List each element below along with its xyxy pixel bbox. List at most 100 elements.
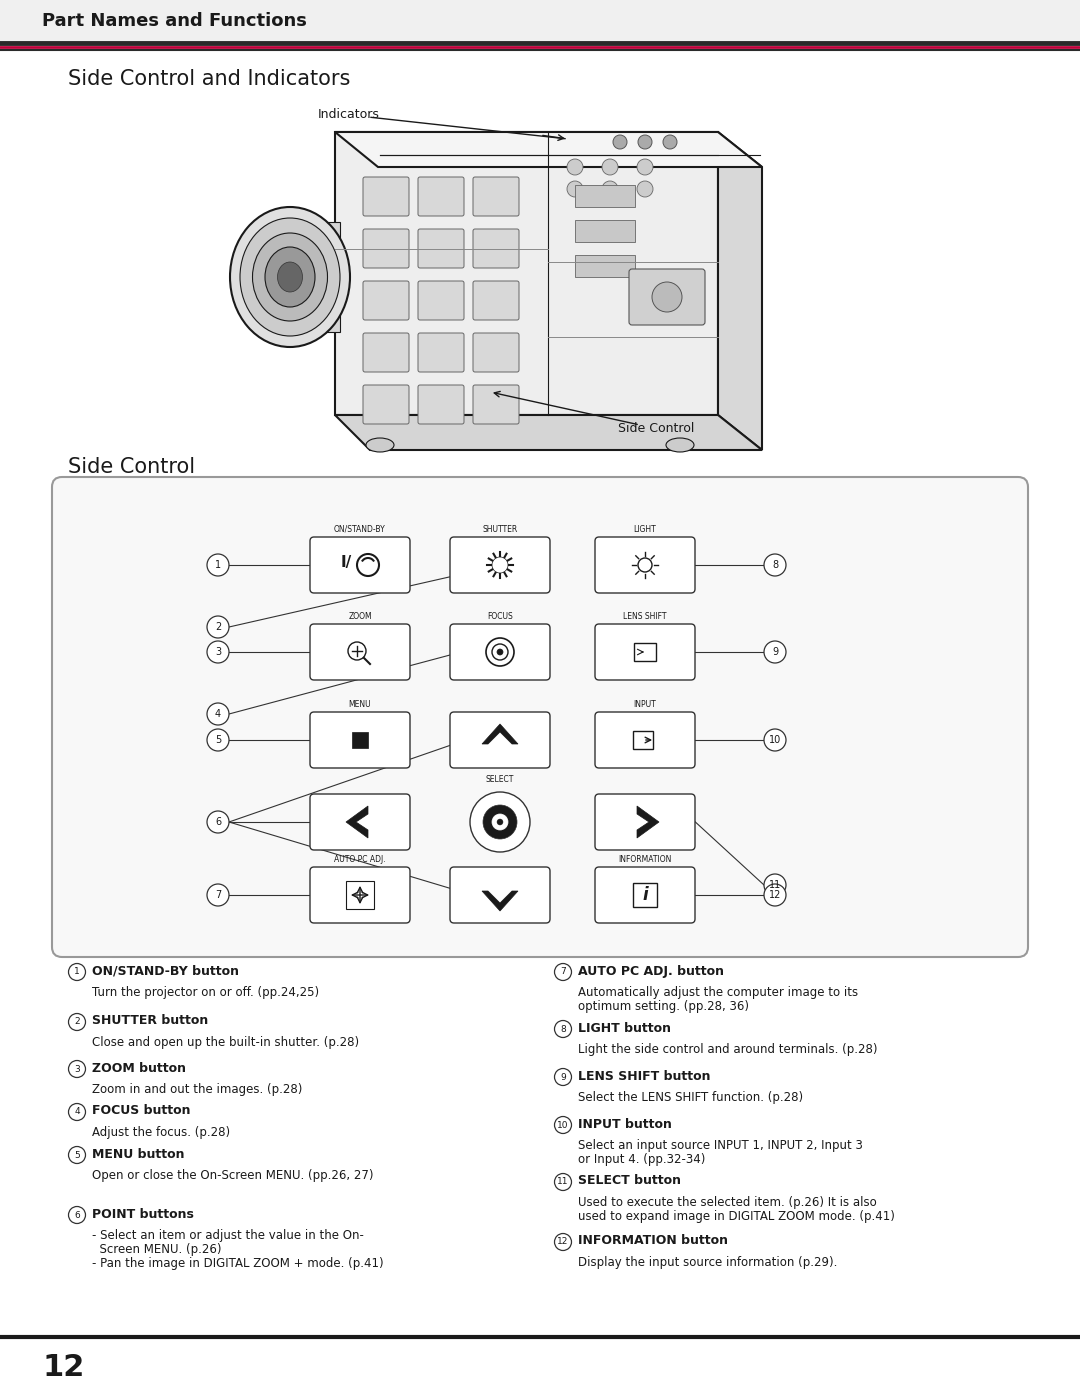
- Circle shape: [486, 638, 514, 666]
- Text: 7: 7: [215, 890, 221, 900]
- Circle shape: [554, 1234, 571, 1250]
- Ellipse shape: [253, 233, 327, 321]
- Polygon shape: [346, 806, 368, 838]
- Polygon shape: [718, 131, 762, 450]
- Text: Screen MENU. (p.26): Screen MENU. (p.26): [92, 1243, 221, 1256]
- Circle shape: [207, 703, 229, 725]
- Polygon shape: [335, 131, 762, 168]
- Ellipse shape: [278, 263, 302, 292]
- Circle shape: [68, 1104, 85, 1120]
- Text: used to expand image in DIGITAL ZOOM mode. (p.41): used to expand image in DIGITAL ZOOM mod…: [578, 1210, 895, 1222]
- Text: Close and open up the built-in shutter. (p.28): Close and open up the built-in shutter. …: [92, 1037, 360, 1049]
- Ellipse shape: [240, 218, 340, 337]
- Text: AUTO PC ADJ.: AUTO PC ADJ.: [334, 855, 386, 863]
- Bar: [634, 643, 656, 661]
- FancyBboxPatch shape: [629, 270, 705, 326]
- Circle shape: [207, 884, 229, 907]
- Circle shape: [764, 641, 786, 664]
- Text: 1: 1: [215, 560, 221, 570]
- Bar: [285, 222, 340, 332]
- Text: i: i: [643, 886, 648, 904]
- Text: SHUTTER: SHUTTER: [483, 525, 517, 534]
- Circle shape: [492, 814, 508, 830]
- Text: 6: 6: [75, 1210, 80, 1220]
- Text: Adjust the focus. (p.28): Adjust the focus. (p.28): [92, 1126, 230, 1139]
- Ellipse shape: [265, 247, 315, 307]
- Text: Open or close the On-Screen MENU. (pp.26, 27): Open or close the On-Screen MENU. (pp.26…: [92, 1169, 374, 1182]
- Text: INFORMATION button: INFORMATION button: [578, 1235, 728, 1248]
- Circle shape: [554, 964, 571, 981]
- Ellipse shape: [366, 439, 394, 453]
- FancyBboxPatch shape: [418, 386, 464, 425]
- FancyBboxPatch shape: [473, 281, 519, 320]
- Circle shape: [554, 1173, 571, 1190]
- Bar: [575, 256, 635, 277]
- Text: 4: 4: [215, 710, 221, 719]
- Text: LIGHT button: LIGHT button: [578, 1021, 671, 1035]
- Text: 10: 10: [769, 735, 781, 745]
- Text: 12: 12: [42, 1352, 84, 1382]
- Text: ZOOM button: ZOOM button: [92, 1062, 186, 1074]
- Text: 7: 7: [561, 968, 566, 977]
- Text: SELECT button: SELECT button: [578, 1175, 681, 1187]
- Circle shape: [483, 805, 517, 840]
- Circle shape: [554, 1116, 571, 1133]
- FancyBboxPatch shape: [595, 793, 696, 849]
- Circle shape: [497, 819, 503, 826]
- Text: ZOOM: ZOOM: [348, 612, 372, 622]
- Text: SHUTTER button: SHUTTER button: [92, 1014, 208, 1028]
- Text: INPUT button: INPUT button: [578, 1118, 672, 1130]
- Circle shape: [492, 644, 508, 659]
- Text: Side Control and Indicators: Side Control and Indicators: [68, 68, 350, 89]
- Text: Automatically adjust the computer image to its: Automatically adjust the computer image …: [578, 986, 859, 999]
- Circle shape: [470, 792, 530, 852]
- Circle shape: [554, 1020, 571, 1038]
- Text: 2: 2: [215, 622, 221, 631]
- FancyBboxPatch shape: [52, 476, 1028, 957]
- Circle shape: [492, 557, 508, 573]
- Ellipse shape: [666, 439, 694, 453]
- Polygon shape: [335, 131, 718, 415]
- Text: 9: 9: [772, 647, 778, 657]
- Text: FOCUS: FOCUS: [487, 612, 513, 622]
- Circle shape: [68, 1147, 85, 1164]
- Circle shape: [207, 555, 229, 576]
- Polygon shape: [482, 891, 518, 911]
- Text: 4: 4: [75, 1108, 80, 1116]
- Circle shape: [764, 729, 786, 752]
- Text: INFORMATION: INFORMATION: [619, 855, 672, 863]
- FancyBboxPatch shape: [450, 868, 550, 923]
- Bar: [346, 882, 374, 909]
- Bar: [575, 219, 635, 242]
- Circle shape: [207, 729, 229, 752]
- Polygon shape: [637, 806, 659, 838]
- Circle shape: [764, 555, 786, 576]
- Circle shape: [68, 1060, 85, 1077]
- Circle shape: [602, 159, 618, 175]
- Text: Used to execute the selected item. (p.26) It is also: Used to execute the selected item. (p.26…: [578, 1196, 877, 1208]
- Circle shape: [68, 964, 85, 981]
- Circle shape: [663, 136, 677, 149]
- Text: AUTO PC ADJ. button: AUTO PC ADJ. button: [578, 964, 724, 978]
- Circle shape: [567, 159, 583, 175]
- Polygon shape: [335, 415, 762, 450]
- FancyBboxPatch shape: [418, 332, 464, 372]
- FancyBboxPatch shape: [595, 868, 696, 923]
- FancyBboxPatch shape: [310, 793, 410, 849]
- Circle shape: [637, 159, 653, 175]
- Circle shape: [497, 650, 503, 655]
- Text: I/: I/: [341, 556, 352, 570]
- Text: 5: 5: [215, 735, 221, 745]
- FancyBboxPatch shape: [363, 177, 409, 217]
- FancyBboxPatch shape: [363, 332, 409, 372]
- Circle shape: [207, 812, 229, 833]
- Circle shape: [652, 282, 681, 312]
- Bar: [0, 0, 1080, 42]
- Circle shape: [207, 641, 229, 664]
- FancyBboxPatch shape: [473, 229, 519, 268]
- Circle shape: [68, 1013, 85, 1031]
- FancyBboxPatch shape: [473, 332, 519, 372]
- Text: Select an input source INPUT 1, INPUT 2, Input 3: Select an input source INPUT 1, INPUT 2,…: [578, 1139, 863, 1153]
- FancyBboxPatch shape: [363, 229, 409, 268]
- FancyBboxPatch shape: [418, 229, 464, 268]
